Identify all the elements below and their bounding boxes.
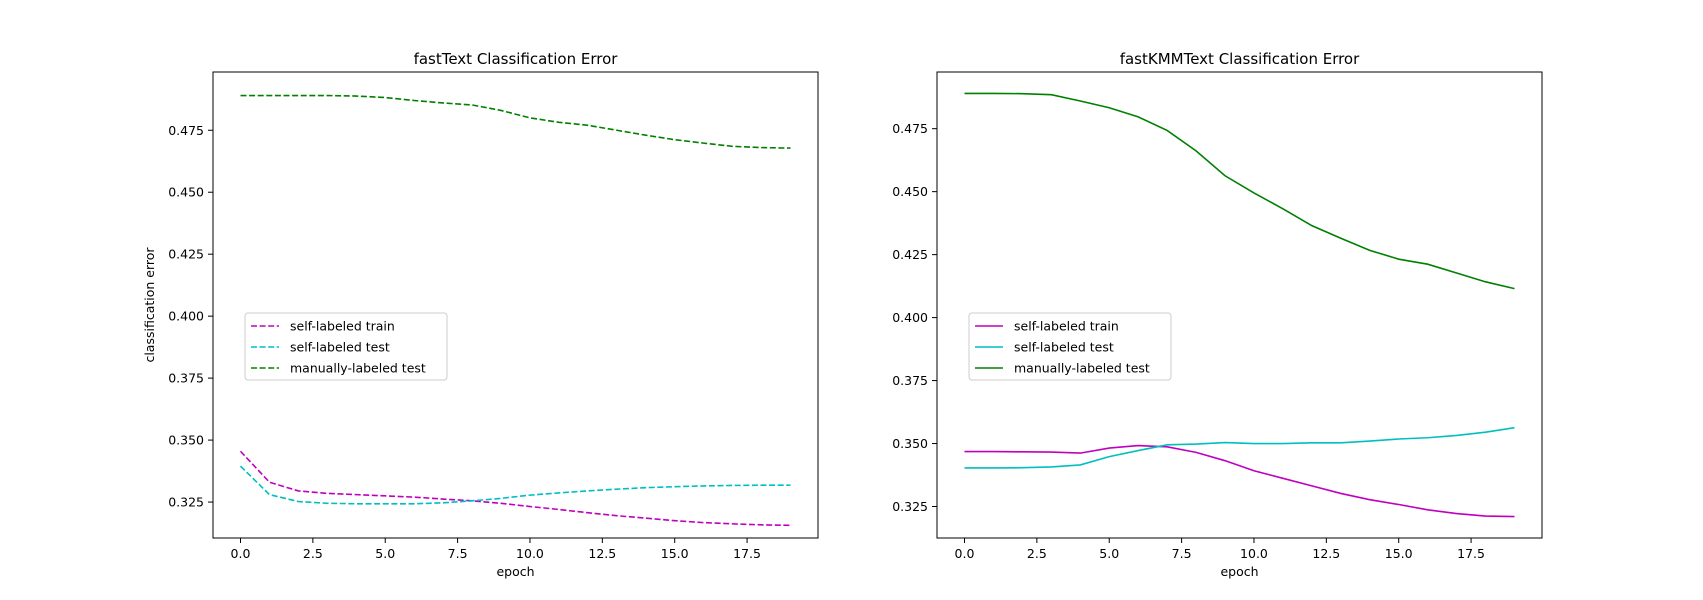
x-tick-label: 0.0 (955, 546, 975, 561)
legend-box (968, 312, 1172, 381)
series-line-self-labeled-test (964, 426, 1515, 469)
x-tick-label: 17.5 (733, 546, 761, 561)
legend-label: self-labeled train (1014, 319, 1119, 334)
legend-label: self-labeled test (290, 340, 390, 355)
x-tick-label: 12.5 (588, 546, 616, 561)
y-tick-label: 0.375 (892, 373, 928, 388)
y-axis-label: classification error (142, 247, 157, 363)
series-line-self-labeled-test (239, 465, 791, 505)
series-line-self-labeled-train (239, 450, 791, 527)
plot-area-frame (936, 71, 1543, 539)
y-tick-label: 0.325 (892, 499, 928, 514)
y-tick-label: 0.375 (168, 371, 204, 386)
x-tick-label: 15.0 (661, 546, 689, 561)
y-tick-label: 0.450 (892, 184, 928, 199)
y-tick-label: 0.325 (168, 495, 204, 510)
x-tick-label: 0.0 (231, 546, 251, 561)
y-tick-label: 0.475 (168, 123, 204, 138)
x-tick-label: 7.5 (1172, 546, 1192, 561)
x-tick-label: 5.0 (375, 546, 395, 561)
y-tick-label: 0.350 (168, 433, 204, 448)
legend-label: self-labeled train (290, 319, 395, 334)
x-tick-label: 2.5 (1027, 546, 1047, 561)
legend-label: manually-labeled test (1014, 361, 1150, 376)
legend-label: self-labeled test (1014, 340, 1114, 355)
y-tick-label: 0.450 (168, 185, 204, 200)
x-axis-label: epoch (1220, 564, 1258, 579)
y-tick-label: 0.400 (168, 309, 204, 324)
x-tick-label: 7.5 (448, 546, 468, 561)
legend-label: manually-labeled test (290, 361, 426, 376)
left-chart-panel: fastText Classification Error 0.0 2.5 5.0 7.… (142, 50, 819, 579)
series-line-manually-labeled-test (964, 92, 1515, 290)
x-tick-label: 10.0 (516, 546, 544, 561)
x-axis-label: epoch (496, 564, 534, 579)
legend: self-labeled train self-labeled test manua… (968, 312, 1172, 381)
x-tick-label: 12.5 (1312, 546, 1340, 561)
x-tick-label: 5.0 (1099, 546, 1119, 561)
y-tick-label: 0.425 (168, 247, 204, 262)
chart-title: fastText Classification Error (414, 50, 619, 68)
plot-area-frame (212, 71, 819, 539)
legend: self-labeled train self-labeled test manua… (244, 312, 448, 381)
chart-title: fastKMMText Classification Error (1120, 50, 1360, 68)
series-line-self-labeled-train (964, 444, 1515, 518)
y-tick-label: 0.350 (892, 436, 928, 451)
series-line-manually-labeled-test (240, 94, 791, 149)
x-tick-label: 15.0 (1385, 546, 1413, 561)
x-tick-label: 2.5 (303, 546, 323, 561)
y-tick-label: 0.400 (892, 310, 928, 325)
x-tick-label: 10.0 (1240, 546, 1268, 561)
y-tick-label: 0.425 (892, 247, 928, 262)
y-tick-label: 0.475 (892, 121, 928, 136)
right-chart-panel: fastKMMText Classification Error 0.0 2.5 5.… (892, 50, 1543, 579)
legend-box (244, 312, 448, 381)
x-tick-label: 17.5 (1457, 546, 1485, 561)
